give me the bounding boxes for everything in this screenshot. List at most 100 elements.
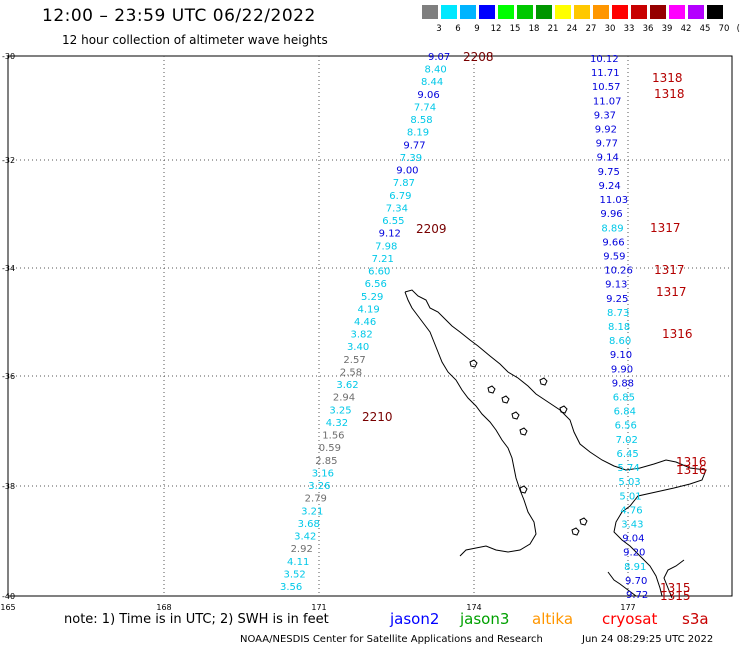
wave-height-value: 4.76: [620, 505, 642, 516]
wave-height-value: 9.92: [595, 125, 617, 136]
wave-height-value: 9.59: [603, 251, 625, 262]
wave-height-value: 7.34: [386, 203, 408, 214]
wave-height-value: 3.40: [347, 342, 369, 353]
island-outline: [501, 395, 510, 404]
wave-height-value: 1.56: [322, 431, 344, 442]
wave-height-value: 8.40: [424, 65, 446, 76]
scale-label: 70: [718, 24, 730, 34]
map-frame: [7, 55, 733, 597]
scale-label: 30: [604, 24, 616, 34]
page-title: 12:00 – 23:59 UTC 06/22/2022: [42, 6, 316, 26]
wave-height-value: 3.68: [298, 519, 320, 530]
scale-swatch: [631, 5, 647, 19]
island-outline: [511, 411, 520, 420]
latitude-label: -30: [2, 52, 15, 61]
longitude-label: 168: [156, 603, 171, 612]
wave-height-value: 7.02: [616, 435, 638, 446]
wave-height-value: 3.82: [350, 330, 372, 341]
wave-height-value: 4.32: [326, 418, 348, 429]
coastline-segment: [607, 571, 637, 597]
wave-height-value: 3.52: [284, 569, 306, 580]
wave-height-value: 9.04: [622, 534, 644, 545]
pass-time-label: 1315: [660, 581, 691, 595]
wave-height-value: 3.43: [621, 519, 643, 530]
wave-height-value: 9.66: [602, 237, 624, 248]
scale-label: 24: [566, 24, 578, 34]
credit-text: NOAA/NESDIS Center for Satellite Applica…: [240, 634, 543, 645]
wave-height-value: 7.21: [372, 254, 394, 265]
wave-height-value: 11.07: [593, 96, 622, 107]
wave-height-value: 4.46: [354, 317, 376, 328]
scale-swatch: [422, 5, 438, 19]
mission-name: s3a: [682, 610, 709, 628]
scale-label: 18: [528, 24, 540, 34]
wave-height-value: 10.12: [590, 54, 619, 65]
wave-height-value: 3.56: [280, 582, 302, 593]
wave-height-value: 2.85: [315, 456, 337, 467]
wave-height-value: 9.10: [610, 350, 632, 361]
wave-height-value: 9.96: [600, 209, 622, 220]
scale-label: 33: [623, 24, 635, 34]
island-outline: [519, 485, 528, 494]
frame-border: [7, 55, 733, 597]
scale-label: 21: [547, 24, 559, 34]
scale-label: (ft): [736, 24, 740, 34]
scale-swatch: [555, 5, 571, 19]
scale-label: 36: [642, 24, 654, 34]
wave-height-value: 2.79: [305, 494, 327, 505]
wave-height-value: 6.84: [614, 407, 636, 418]
wave-height-value: 5.74: [617, 463, 639, 474]
coastline-segment: [404, 291, 537, 557]
pass-time-label: 2208: [463, 50, 494, 64]
wave-height-value: 6.60: [368, 267, 390, 278]
scale-swatch: [517, 5, 533, 19]
scale-swatch: [688, 5, 704, 19]
island-outline: [487, 385, 496, 394]
wave-height-value: 8.89: [601, 223, 623, 234]
longitude-label: 165: [0, 603, 15, 612]
scale-label: 6: [455, 24, 461, 34]
latitude-label: -32: [2, 156, 15, 165]
satellite-track-2208: 9.07 8.408.44 9.067.74 8.58 8.199.77 7.39 9.00…: [280, 50, 494, 593]
wave-height-value: 9.77: [403, 140, 425, 151]
scale-swatch: [536, 5, 552, 19]
wave-height-value: 5.29: [361, 292, 383, 303]
mission-name: cryosat: [602, 610, 658, 628]
wave-height-value: 3.62: [336, 380, 358, 391]
wave-height-value: 8.58: [410, 115, 432, 126]
generated-timestamp: Jun 24 08:29:25 UTC 2022: [582, 634, 714, 645]
wave-height-value: 9.88: [612, 378, 634, 389]
pass-time-label: 2210: [362, 410, 393, 424]
wave-height-value: 6.55: [382, 216, 404, 227]
mission-name: jason3: [460, 610, 510, 628]
wave-height-value: 5.01: [619, 491, 641, 502]
latitude-label: -38: [2, 482, 15, 491]
island-outline: [571, 527, 580, 536]
scale-swatch: [650, 5, 666, 19]
pass-time-label: 1318: [654, 87, 685, 101]
scale-label: 39: [661, 24, 673, 34]
wave-height-value: 9.72: [626, 590, 648, 601]
lat-lon-grid: [8, 56, 732, 596]
wave-height-value: 4.19: [358, 304, 380, 315]
scale-swatch: [441, 5, 457, 19]
island-outline: [519, 427, 528, 436]
wave-height-value: 11.03: [599, 195, 628, 206]
latitude-label: -40: [2, 592, 15, 601]
wave-height-value: 6.45: [617, 449, 639, 460]
longitude-label: 174: [466, 603, 481, 612]
wave-height-value: 3.25: [329, 405, 351, 416]
coastline-segment: [663, 559, 685, 599]
wave-height-value: 8.18: [608, 322, 630, 333]
wave-height-value: 3.26: [308, 481, 330, 492]
longitude-label: 177: [620, 603, 635, 612]
wave-height-value: 7.39: [400, 153, 422, 164]
pass-time-label: 1317: [654, 263, 685, 277]
scale-label: 12: [490, 24, 502, 34]
scale-swatch: [612, 5, 628, 19]
axis-labels: -30 -32 -34 -36 -38 -40 165 168 171 174 177: [0, 52, 635, 612]
wave-height-value: 9.06: [417, 90, 439, 101]
wave-height-value: 0.59: [319, 443, 341, 454]
